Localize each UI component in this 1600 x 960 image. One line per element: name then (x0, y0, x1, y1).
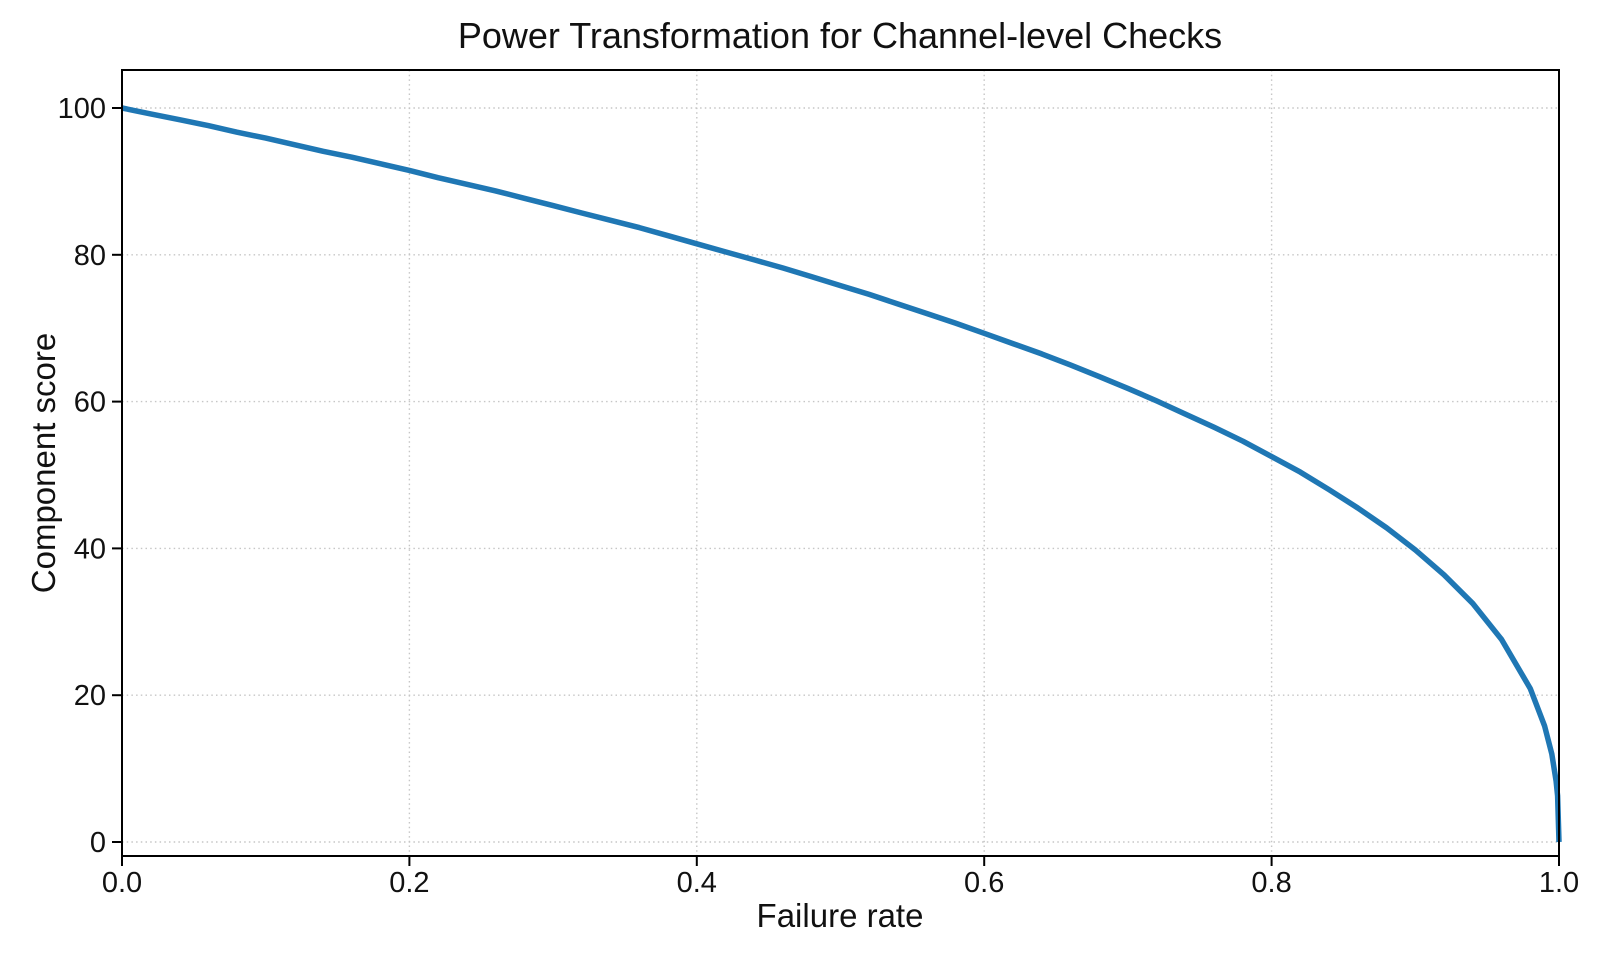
x-tick-label: 1.0 (1539, 867, 1579, 899)
tick-labels: 0.0 0.2 0.4 0.6 0.8 1.0 0 20 40 60 80 100 (58, 93, 1580, 899)
x-tick-label: 0.6 (964, 867, 1004, 899)
y-tick-label: 80 (74, 240, 106, 272)
x-tick-label: 0.4 (677, 867, 717, 899)
plot-border (121, 69, 1560, 857)
curve-component-score (121, 105, 1562, 843)
y-tick-label: 0 (90, 827, 106, 859)
gridlines (121, 70, 1560, 856)
y-tick-label: 20 (74, 680, 106, 712)
y-tick-label: 60 (74, 387, 106, 419)
chart-title: Power Transformation for Channel-level C… (458, 15, 1222, 56)
x-tick-label: 0.0 (102, 867, 142, 899)
y-tick-label: 100 (58, 93, 106, 125)
x-tick-label: 0.8 (1251, 867, 1291, 899)
axis-ticks (112, 107, 1560, 866)
x-tick-label: 0.2 (389, 867, 429, 899)
y-tick-label: 40 (74, 533, 106, 565)
x-axis-label: Failure rate (757, 897, 924, 934)
y-axis-label: Component score (25, 333, 62, 593)
